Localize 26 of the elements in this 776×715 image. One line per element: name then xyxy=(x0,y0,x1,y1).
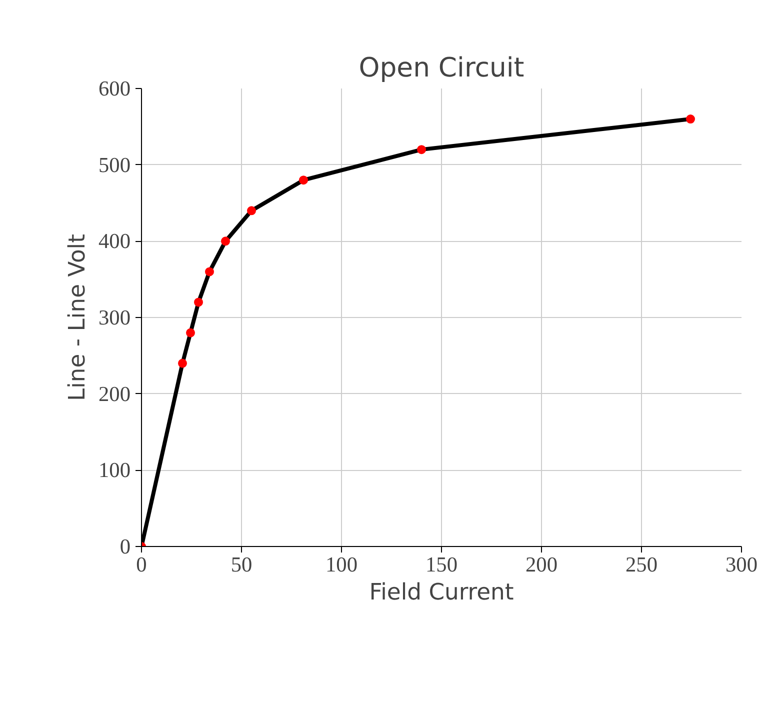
y-tick-label: 0 xyxy=(120,534,131,558)
y-tick-label: 300 xyxy=(98,306,131,330)
x-tick-label: 50 xyxy=(230,552,252,576)
x-tick-label: 250 xyxy=(626,552,658,576)
point xyxy=(194,298,203,307)
y-axis-title: Line - Line Volt xyxy=(64,234,91,401)
chart-title: Open Circuit xyxy=(358,52,524,84)
x-tick-label: 300 xyxy=(726,552,758,576)
x-tick-label: 200 xyxy=(526,552,558,576)
x-tick-label: 100 xyxy=(326,552,358,576)
point xyxy=(299,176,308,185)
point xyxy=(247,206,256,216)
point xyxy=(417,145,426,154)
y-tick-label: 500 xyxy=(98,152,131,177)
y-tick-label: 400 xyxy=(98,229,131,254)
x-tick-label: 150 xyxy=(426,552,458,576)
point xyxy=(221,236,230,246)
point xyxy=(178,358,187,368)
y-tick-label: 100 xyxy=(98,458,131,482)
x-tick-label: 0 xyxy=(136,552,147,576)
point xyxy=(205,267,214,276)
point xyxy=(186,328,195,338)
y-tick-label: 200 xyxy=(98,382,131,406)
x-axis-title: Field Current xyxy=(369,580,514,606)
y-tick-label: 600 xyxy=(98,76,131,100)
point xyxy=(686,114,695,124)
